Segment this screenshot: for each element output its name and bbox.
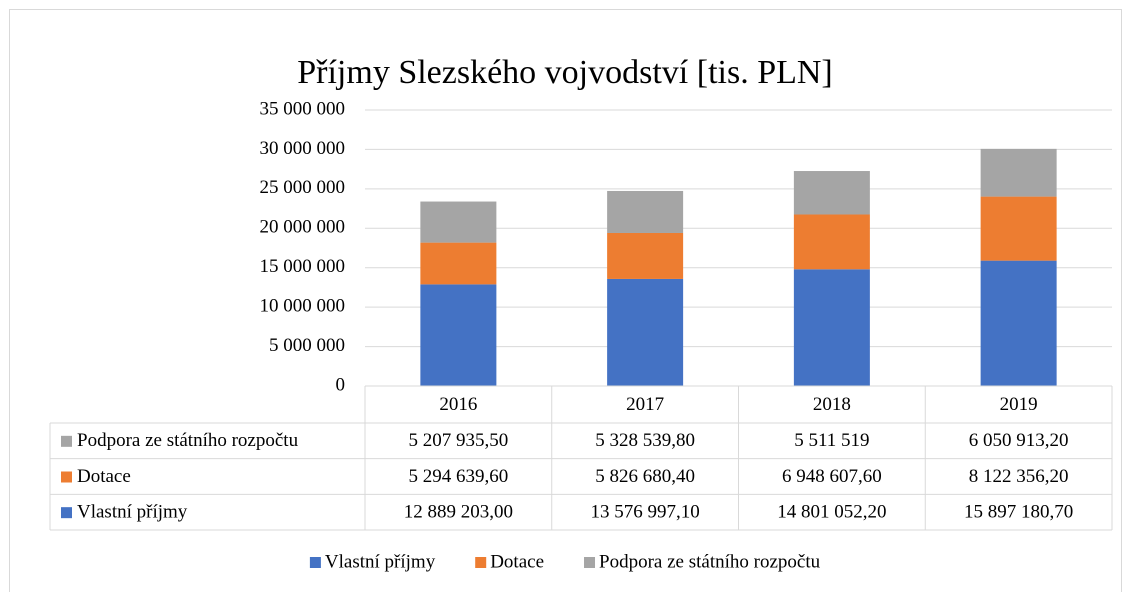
table-cell: 5 207 935,50	[409, 430, 509, 451]
table-cell: 5 511 519	[794, 430, 869, 451]
table-cell: 15 897 180,70	[964, 502, 1073, 523]
legend-label: Podpora ze státního rozpočtu	[599, 551, 821, 572]
y-tick-label: 35 000 000	[260, 98, 346, 119]
y-tick-label: 30 000 000	[260, 138, 346, 159]
table-row-label: Dotace	[77, 466, 131, 487]
table-cell: 14 801 052,20	[777, 502, 886, 523]
table-cell: 5 328 539,80	[595, 430, 695, 451]
y-tick-label: 0	[336, 374, 346, 395]
x-tick-label: 2017	[626, 394, 664, 415]
bar	[793, 269, 870, 386]
bar	[980, 196, 1057, 261]
x-tick-label: 2019	[1000, 394, 1038, 415]
chart-title: Příjmy Slezského vojvodství [tis. PLN]	[297, 54, 833, 91]
y-tick-label: 5 000 000	[269, 335, 345, 356]
table-legend-key	[61, 471, 72, 483]
bar	[980, 260, 1057, 386]
bar	[420, 201, 497, 243]
x-tick-label: 2018	[813, 394, 851, 415]
bar	[607, 278, 684, 386]
table-cell: 12 889 203,00	[404, 502, 513, 523]
table-cell: 6 948 607,60	[782, 466, 882, 487]
x-tick-label: 2016	[439, 394, 477, 415]
table-cell: 5 826 680,40	[595, 466, 695, 487]
table-row-label: Podpora ze státního rozpočtu	[77, 430, 299, 451]
y-tick-label: 10 000 000	[260, 296, 346, 317]
legend-key	[475, 557, 487, 568]
table-legend-key	[61, 507, 72, 519]
table-cell: 8 122 356,20	[969, 466, 1069, 487]
y-tick-label: 20 000 000	[260, 217, 346, 238]
y-tick-label: 15 000 000	[260, 256, 346, 277]
bar	[420, 284, 497, 386]
bar	[607, 190, 684, 233]
legend-key	[309, 557, 321, 568]
table-cell: 13 576 997,10	[591, 502, 700, 523]
table-row-label: Vlastní příjmy	[77, 502, 188, 523]
table-cell: 5 294 639,60	[409, 466, 509, 487]
bar	[793, 214, 870, 270]
legend-label: Vlastní příjmy	[325, 551, 436, 572]
bar	[607, 232, 684, 279]
bar	[420, 242, 497, 285]
chart-border	[9, 9, 1122, 592]
bar	[980, 148, 1057, 197]
legend-key	[584, 557, 596, 568]
table-legend-key	[61, 435, 72, 447]
y-tick-label: 25 000 000	[260, 177, 346, 198]
bar	[793, 171, 870, 215]
table-cell: 6 050 913,20	[969, 430, 1069, 451]
legend-label: Dotace	[490, 551, 544, 572]
